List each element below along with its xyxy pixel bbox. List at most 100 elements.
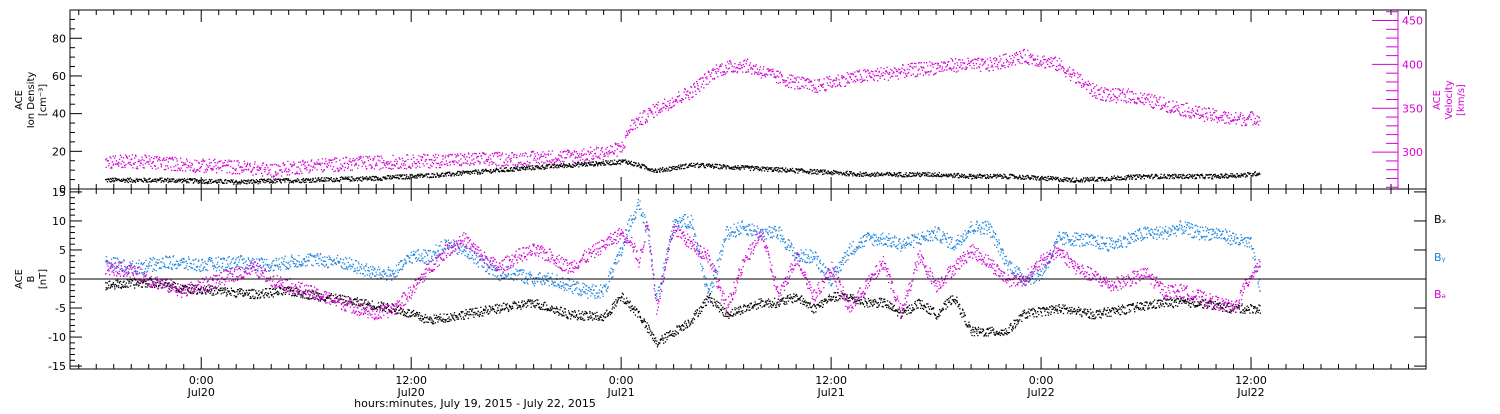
density-point [1126, 175, 1128, 177]
velocity-point [934, 73, 936, 75]
density-point [783, 169, 785, 171]
velocity-point [929, 61, 931, 63]
density-point [970, 175, 972, 178]
velocity-point [375, 163, 377, 166]
density-point [904, 176, 906, 178]
density-point [159, 179, 161, 181]
velocity-point [1249, 116, 1251, 118]
density-point [1211, 178, 1213, 180]
velocity-point [764, 76, 767, 78]
density-point [231, 181, 234, 183]
density-point [1136, 174, 1138, 176]
velocity-point [930, 65, 932, 67]
bx-point [277, 294, 279, 296]
velocity-point [640, 121, 642, 123]
density-point [325, 177, 328, 179]
density-point [428, 173, 430, 175]
density-point [385, 177, 387, 179]
velocity-point [493, 153, 495, 155]
bx-point [165, 282, 167, 284]
density-point [645, 166, 648, 168]
bx-point [284, 287, 286, 289]
density-point [458, 174, 460, 177]
density-point [916, 173, 918, 175]
density-point [1150, 174, 1152, 176]
bx-point [332, 295, 334, 297]
bx-point [124, 284, 126, 286]
density-point [211, 181, 214, 183]
bx-point [373, 305, 375, 307]
velocity-point [904, 70, 906, 72]
velocity-point [1136, 102, 1138, 104]
density-point [194, 180, 196, 182]
velocity-point [720, 65, 722, 67]
density-point [412, 175, 414, 177]
velocity-point [661, 110, 663, 112]
density-point [655, 171, 657, 174]
density-point [761, 170, 763, 172]
velocity-point [165, 159, 167, 161]
velocity-point [849, 77, 851, 79]
density-point [1182, 175, 1184, 177]
density-point [672, 166, 674, 168]
velocity-point [344, 162, 346, 164]
velocity-point [634, 121, 636, 123]
velocity-point [266, 173, 268, 176]
density-point [1000, 174, 1002, 177]
velocity-point [276, 173, 278, 176]
density-point [357, 180, 359, 182]
velocity-point [481, 157, 483, 160]
density-point [820, 169, 822, 171]
density-point [459, 173, 461, 175]
density-point [702, 163, 704, 165]
velocity-point [1192, 114, 1194, 116]
velocity-point [1016, 59, 1018, 61]
bx-point [285, 288, 287, 291]
density-point [1189, 176, 1191, 178]
bx-point [169, 285, 171, 288]
density-point [1079, 180, 1081, 182]
density-point [971, 175, 974, 177]
velocity-point [725, 67, 727, 69]
density-point [947, 175, 949, 178]
bx-point [392, 304, 395, 307]
velocity-point [203, 171, 205, 174]
velocity-point [262, 175, 264, 177]
density-point [1153, 176, 1156, 178]
density-point [110, 178, 112, 180]
velocity-point [952, 67, 954, 70]
density-point [129, 180, 131, 182]
velocity-point [816, 91, 818, 93]
velocity-point [1169, 109, 1171, 112]
velocity-point [841, 75, 843, 77]
bx-point [339, 294, 341, 296]
velocity-point [176, 169, 179, 172]
density-point [341, 178, 344, 180]
density-point [425, 173, 427, 175]
density-point [1152, 176, 1154, 179]
density-point [597, 162, 599, 164]
density-point [1210, 173, 1212, 176]
velocity-point [380, 155, 382, 157]
velocity-point [1074, 73, 1076, 75]
bx-point [277, 291, 280, 293]
velocity-point [497, 156, 499, 158]
density-point [940, 175, 942, 177]
velocity-point [687, 90, 689, 92]
velocity-point [983, 61, 985, 63]
velocity-point [677, 95, 679, 98]
density-point [1074, 180, 1076, 182]
density-point [736, 168, 738, 170]
bx-point [276, 290, 278, 292]
velocity-point [717, 70, 719, 72]
velocity-point [1015, 54, 1017, 57]
velocity-point [347, 166, 349, 168]
density-point [493, 170, 495, 172]
velocity-point [263, 168, 265, 171]
velocity-point [1000, 58, 1002, 60]
density-point [1229, 175, 1232, 177]
velocity-point [705, 83, 707, 85]
density-point [336, 180, 339, 182]
density-point [532, 167, 534, 169]
velocity-point [124, 164, 126, 167]
